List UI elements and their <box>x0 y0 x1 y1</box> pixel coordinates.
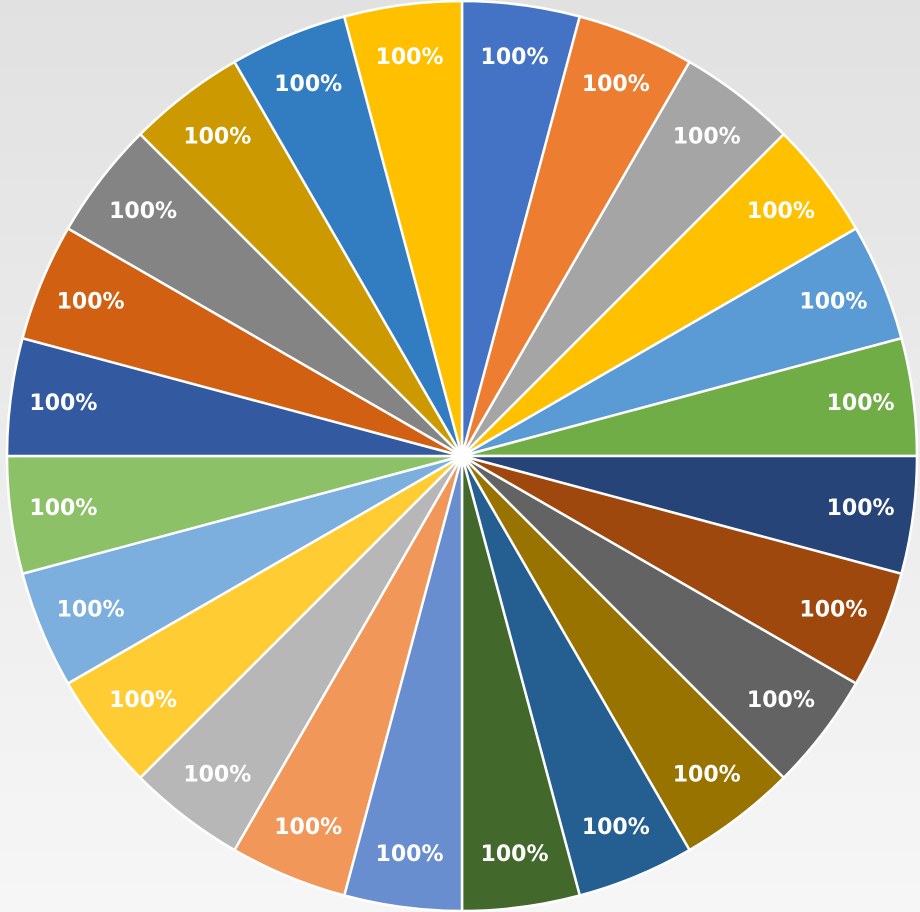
pie-data-labels: 100% 100% 100% 100% 100% 100% 100% 100% 100% 100%… <box>29 45 894 867</box>
data-label-3: 100% <box>673 125 741 150</box>
data-label-19: 100% <box>29 391 97 416</box>
data-label-2: 100% <box>582 72 650 97</box>
data-label-1: 100% <box>481 45 549 70</box>
data-label-17: 100% <box>57 597 125 622</box>
data-label-21: 100% <box>109 199 177 224</box>
data-label-8: 100% <box>799 597 867 622</box>
data-label-6: 100% <box>827 391 895 416</box>
data-label-7: 100% <box>827 496 895 521</box>
data-label-24: 100% <box>376 45 444 70</box>
data-label-20: 100% <box>57 290 125 315</box>
data-label-5: 100% <box>799 290 867 315</box>
data-label-22: 100% <box>183 125 251 150</box>
data-label-11: 100% <box>582 815 650 840</box>
data-label-4: 100% <box>747 199 815 224</box>
data-label-10: 100% <box>673 762 741 787</box>
data-label-12: 100% <box>481 842 549 867</box>
data-label-16: 100% <box>109 688 177 713</box>
pie-slices <box>5 0 919 912</box>
data-label-15: 100% <box>183 762 251 787</box>
pie-slice-24 <box>342 0 464 457</box>
data-label-13: 100% <box>376 842 444 867</box>
data-label-18: 100% <box>29 496 97 521</box>
data-label-9: 100% <box>747 688 815 713</box>
data-label-23: 100% <box>274 72 342 97</box>
data-label-14: 100% <box>274 815 342 840</box>
